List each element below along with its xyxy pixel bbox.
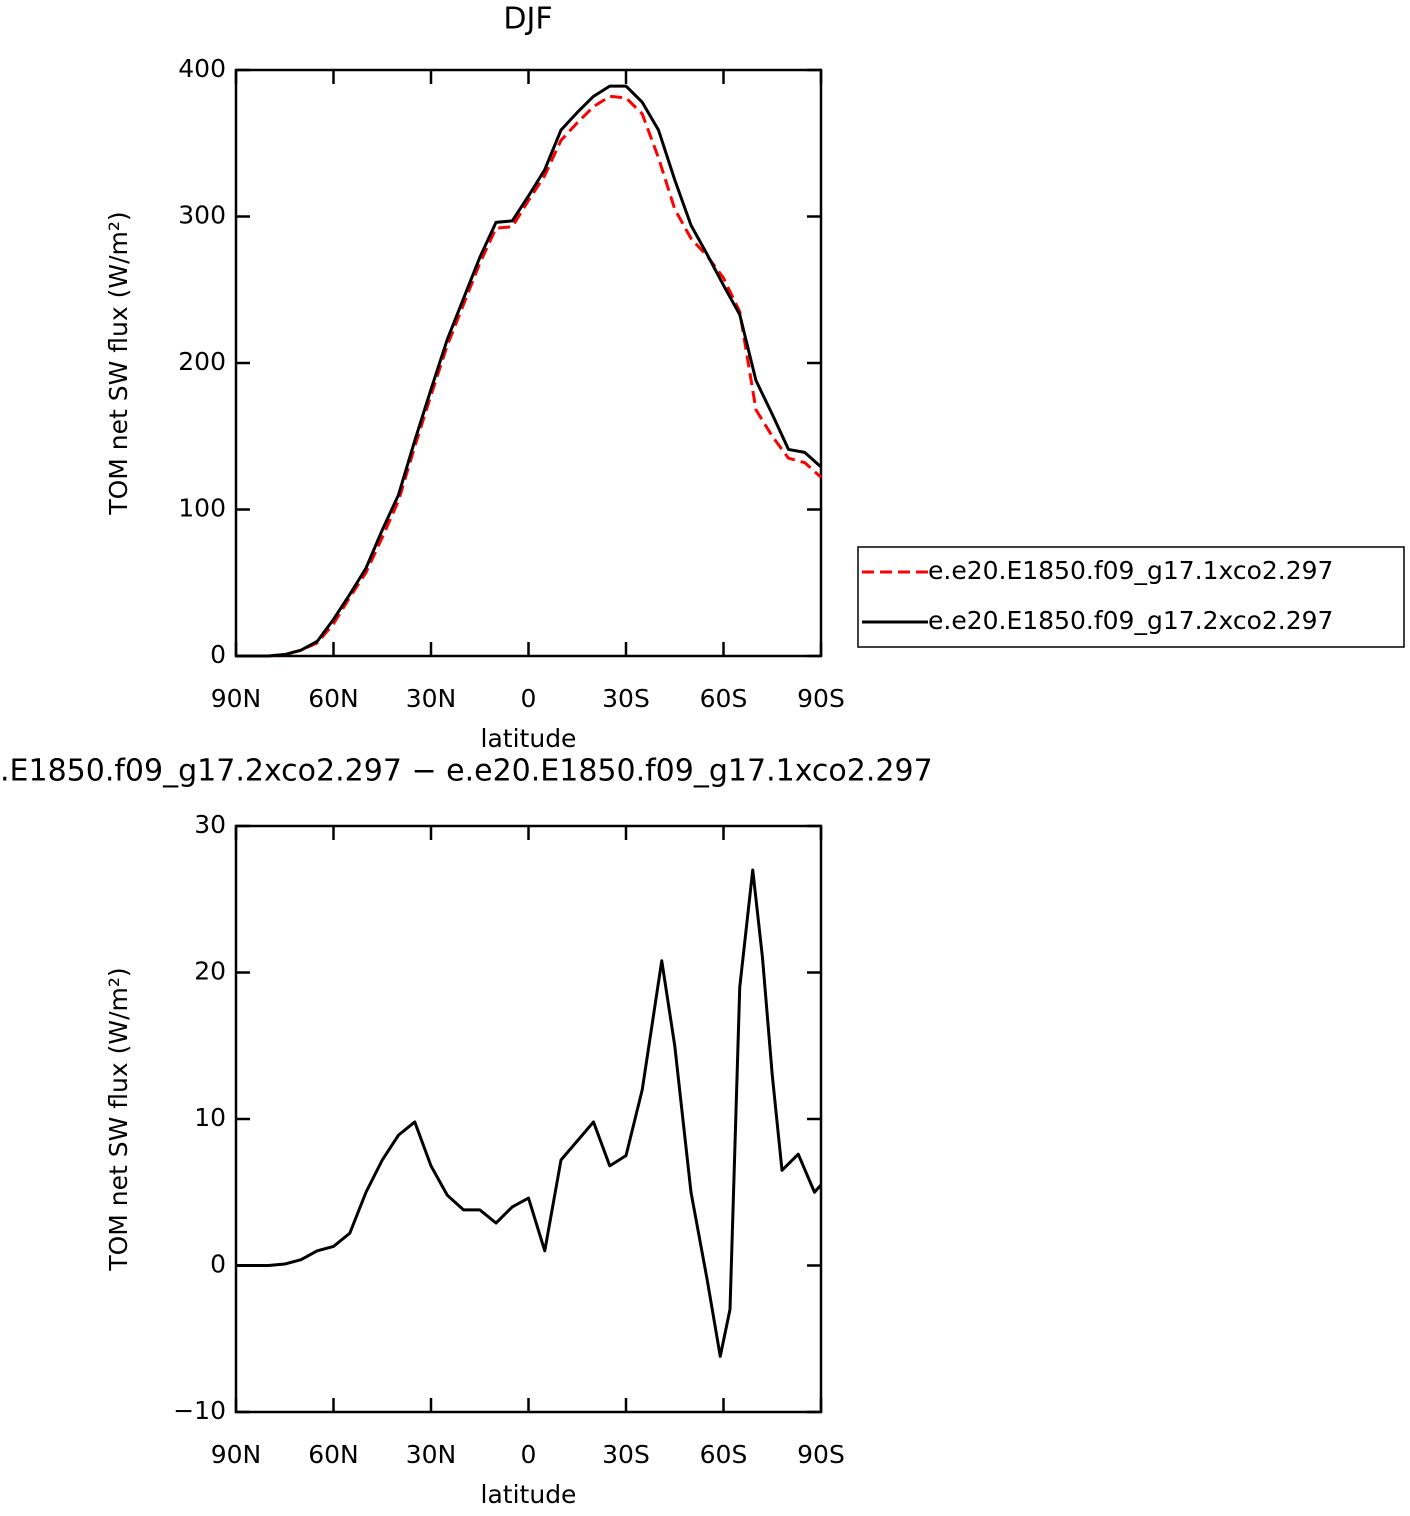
y-tick-label: 20	[194, 957, 226, 986]
legend-label: e.e20.E1850.f09_g17.2xco2.297	[928, 606, 1333, 635]
y-tick-label: 100	[178, 494, 226, 523]
x-tick-label: 90N	[211, 684, 262, 713]
x-tick-label: 30N	[406, 1440, 457, 1469]
x-tick-label: 0	[521, 1440, 537, 1469]
x-tick-label: 60N	[308, 1440, 359, 1469]
y-tick-label: 400	[178, 54, 226, 83]
y-tick-label: 10	[194, 1103, 226, 1132]
x-tick-label: 90N	[211, 1440, 262, 1469]
y-tick-label: −10	[173, 1396, 226, 1425]
x-tick-label: 30N	[406, 684, 457, 713]
plot-frame	[234, 68, 823, 658]
x-tick-label: 60N	[308, 684, 359, 713]
x-tick-label: 90S	[797, 684, 845, 713]
chart-title: DJF	[503, 2, 552, 37]
y-tick-label: 200	[178, 347, 226, 376]
y-tick-label: 0	[210, 640, 226, 669]
x-tick-label: 90S	[797, 1440, 845, 1469]
y-axis-label: TOM net SW flux (W/m²)	[104, 211, 133, 515]
plot-frame	[234, 824, 823, 1414]
x-tick-label: 0	[521, 684, 537, 713]
y-tick-label: 300	[178, 201, 226, 230]
legend-box	[857, 546, 1405, 648]
y-tick-label: 0	[210, 1250, 226, 1279]
y-tick-label: 30	[194, 810, 226, 839]
data-line	[236, 868, 823, 1358]
x-tick-label: 30S	[602, 684, 650, 713]
legend-label: e.e20.E1850.f09_g17.1xco2.297	[928, 556, 1333, 585]
x-axis-label: latitude	[481, 724, 577, 753]
x-tick-label: 30S	[602, 1440, 650, 1469]
x-tick-label: 60S	[700, 684, 748, 713]
y-axis-label: TOM net SW flux (W/m²)	[104, 967, 133, 1271]
chart-title: .E1850.f09_g17.2xco2.297 − e.e20.E1850.f…	[0, 754, 933, 789]
data-line	[236, 84, 823, 658]
x-tick-label: 60S	[700, 1440, 748, 1469]
x-axis-label: latitude	[481, 1480, 577, 1509]
data-line	[236, 94, 823, 658]
